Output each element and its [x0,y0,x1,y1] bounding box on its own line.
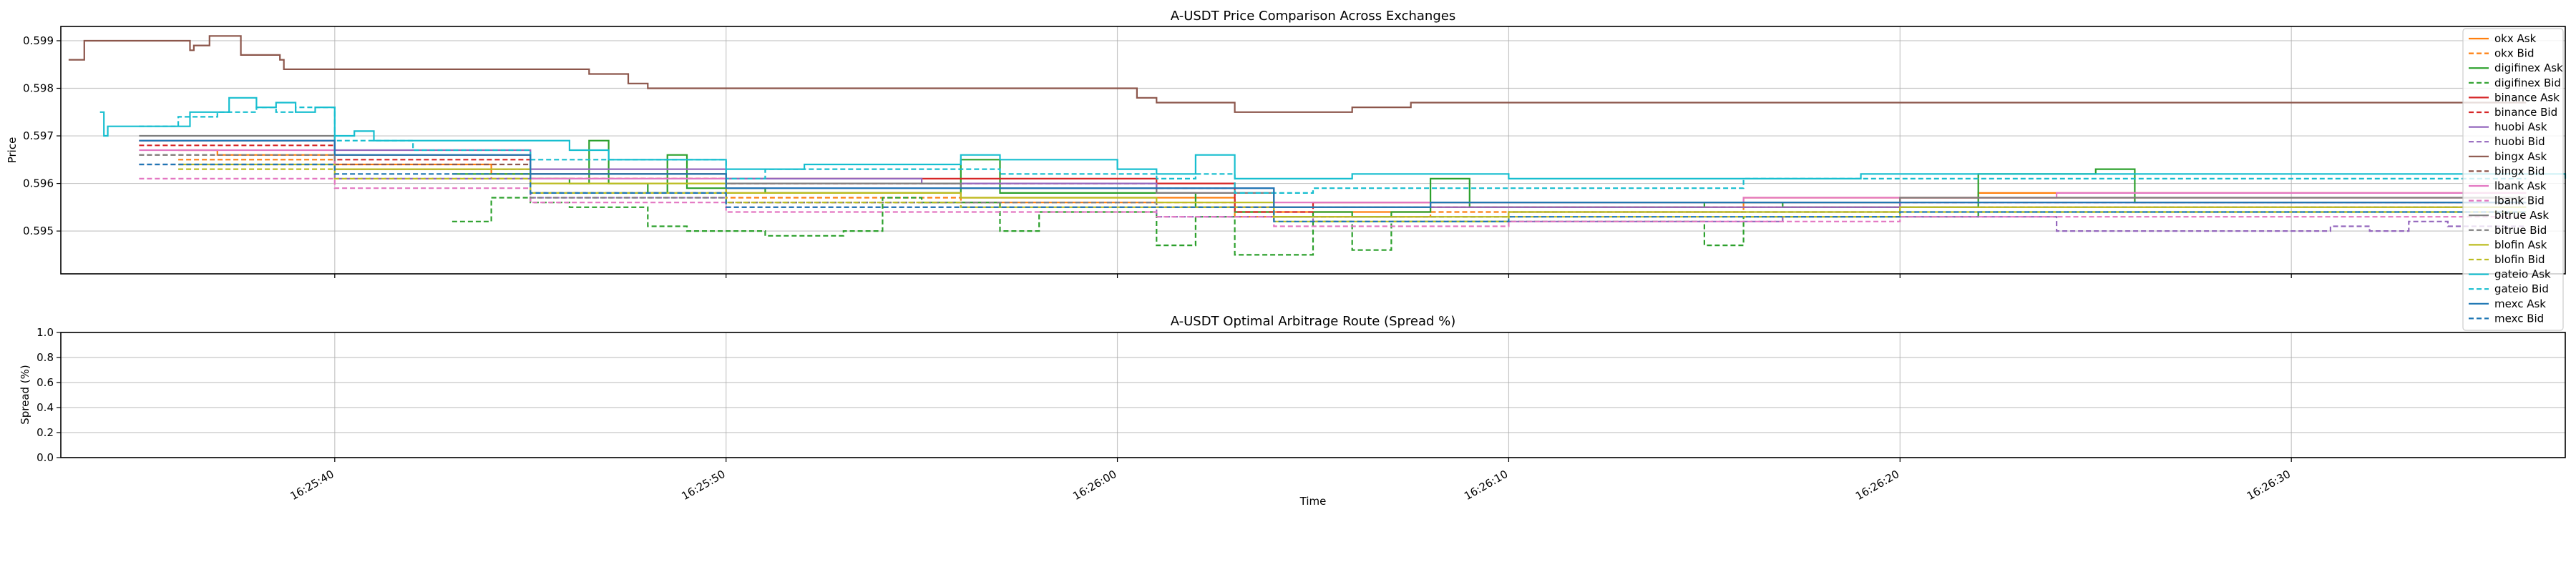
legend-label-16: gateio Ask [2494,268,2551,281]
price-chart-grid [61,26,2565,274]
price-chart-lines [68,35,2567,256]
spread-chart-frame [60,332,2566,458]
spread-y-tick-label-3: 0.6 [36,376,54,389]
series-line-lbank-ask [139,149,2527,204]
spread-chart-y-label: Spread (%) [19,365,31,425]
spread-y-tick-label-1: 0.2 [36,426,54,439]
price-y-tick-label-4: 0.599 [23,34,54,47]
legend-label-17: gateio Bid [2494,282,2549,295]
legend-label-7: huobi Bid [2494,135,2545,148]
spread-y-tick-label-0: 0.0 [36,451,54,464]
price-chart-x-ticks [334,274,2292,278]
spread-y-tick-label-5: 1.0 [36,326,54,339]
legend-label-0: okx Ask [2494,32,2537,45]
spread-x-tick-label-2: 16:26:00 [1070,468,1118,503]
series-line-gateio-ask [99,97,2567,179]
spread-x-tick-label-5: 16:26:30 [2245,468,2293,503]
legend-label-12: bitrue Ask [2494,209,2549,222]
series-line-mexc-bid [139,163,2527,222]
spread-chart-y-ticks: 0.0 0.2 0.4 0.6 0.8 1.0 [36,326,61,464]
spread-x-tick-label-3: 16:26:10 [1462,468,1510,503]
price-chart-title: A-USDT Price Comparison Across Exchanges [1171,9,1455,24]
price-chart-frame [60,26,2566,275]
legend-label-2: digifinex Ask [2494,61,2563,74]
series-line-lbank-bid [139,177,2527,227]
spread-chart-x-ticks: 16:25:40 16:25:50 16:26:00 16:26:10 16:26:20… [288,458,2293,503]
series-line-blofin-bid [178,168,2527,222]
price-chart-y-label: Price [6,137,19,164]
legend-label-19: mexc Bid [2494,312,2544,325]
legend-box [2462,28,2564,331]
legend-label-5: binance Bid [2494,106,2557,119]
legend-label-8: bingx Ask [2494,150,2547,163]
spread-chart-x-label: Time [1299,495,1327,508]
series-line-mexc-ask [139,139,2527,208]
series-line-bitrue-ask [139,134,2527,208]
price-chart-y-ticks: 0.595 0.596 0.597 0.598 0.599 [23,34,61,237]
spread-x-tick-label-0: 16:25:40 [288,468,336,503]
spread-y-tick-label-4: 0.8 [36,351,54,364]
series-line-digifinex-bid [452,197,2527,256]
series-line-blofin-ask [178,163,2527,218]
price-y-tick-label-1: 0.596 [23,177,54,190]
legend-label-14: blofin Ask [2494,238,2547,251]
legend-label-18: mexc Ask [2494,297,2546,310]
spread-y-tick-label-2: 0.4 [36,401,54,414]
legend-label-3: digifinex Bid [2494,77,2561,89]
spread-x-tick-label-1: 16:25:50 [679,468,727,503]
series-line-huobi-ask [139,139,2527,208]
spread-chart-title: A-USDT Optimal Arbitrage Route (Spread %… [1171,314,1456,329]
legend-label-11: lbank Bid [2494,194,2545,207]
legend-label-9: bingx Bid [2494,164,2545,177]
legend-label-15: blofin Bid [2494,253,2545,266]
spread-chart: A-USDT Optimal Arbitrage Route (Spread %… [19,314,2566,508]
price-y-tick-label-0: 0.595 [23,225,54,237]
series-line-bingx-ask [68,35,2527,113]
spread-x-tick-label-4: 16:26:20 [1853,468,1901,503]
legend-label-13: bitrue Bid [2494,224,2547,237]
legend-label-1: okx Bid [2494,47,2534,60]
legend-label-6: huobi Ask [2494,121,2547,134]
price-y-tick-label-3: 0.598 [23,82,54,95]
series-line-gateio-bid [139,107,2527,194]
price-comparison-chart: A-USDT Price Comparison Across Exchanges… [6,9,2567,331]
legend-label-10: lbank Ask [2494,179,2547,192]
spread-chart-grid [61,332,2565,458]
legend-label-4: binance Ask [2494,91,2560,104]
price-y-tick-label-2: 0.597 [23,129,54,142]
